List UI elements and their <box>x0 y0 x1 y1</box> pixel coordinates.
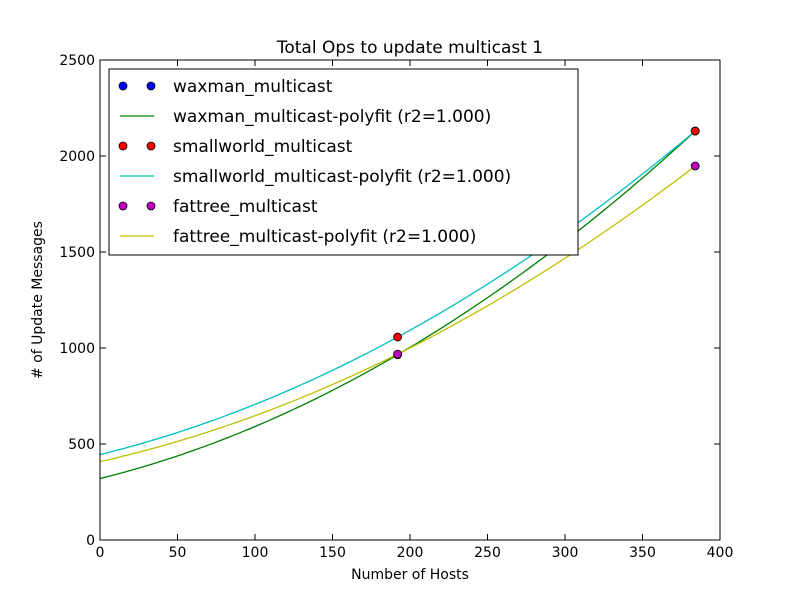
legend-entry-label: waxman_multicast <box>173 77 333 97</box>
y-tick-label: 2500 <box>59 53 95 69</box>
y-tick-label: 1000 <box>59 341 95 357</box>
x-tick-label: 0 <box>96 545 105 561</box>
y-tick-label: 1500 <box>59 245 95 261</box>
series-markers <box>393 126 700 360</box>
legend-entry-label: fattree_multicast-polyfit (r2=1.000) <box>173 227 476 247</box>
x-axis: 0 50 100 150 200 250 300 350 400 <box>96 60 734 561</box>
legend-marker <box>146 141 156 151</box>
legend-entry-label: smallworld_multicast-polyfit (r2=1.000) <box>173 167 511 187</box>
x-tick-label: 100 <box>242 545 269 561</box>
x-tick-label: 50 <box>169 545 187 561</box>
legend: waxman_multicast waxman_multicast-polyfit… <box>108 68 579 256</box>
y-tick-label: 2000 <box>59 149 95 165</box>
x-tick-label: 400 <box>707 545 734 561</box>
y-tick-label: 500 <box>68 437 95 453</box>
x-tick-label: 350 <box>629 545 656 561</box>
y-tick-label: 0 <box>86 533 95 549</box>
legend-entry-label: smallworld_multicast <box>173 137 353 157</box>
data-point-smallworld-multicast <box>690 126 700 136</box>
legend-marker <box>118 201 128 211</box>
data-point-fattree-multicast <box>393 349 403 359</box>
legend-marker <box>118 141 128 151</box>
y-axis: 0 500 1000 1500 2000 2500 <box>59 53 720 549</box>
x-tick-label: 200 <box>397 545 424 561</box>
x-tick-label: 250 <box>474 545 501 561</box>
data-point-smallworld-multicast <box>393 332 403 342</box>
data-point-fattree-multicast <box>690 161 700 171</box>
legend-entry-label: waxman_multicast-polyfit (r2=1.000) <box>173 107 491 127</box>
legend-marker <box>146 81 156 91</box>
legend-box <box>108 68 579 256</box>
legend-entry-label: fattree_multicast <box>173 197 318 217</box>
x-axis-label: Number of Hosts <box>351 567 469 583</box>
legend-marker <box>146 201 156 211</box>
y-axis-label: # of Update Messages <box>30 221 46 379</box>
x-tick-label: 300 <box>552 545 579 561</box>
legend-marker <box>118 81 128 91</box>
chart-title: Total Ops to update multicast 1 <box>276 38 543 58</box>
x-tick-label: 150 <box>319 545 346 561</box>
